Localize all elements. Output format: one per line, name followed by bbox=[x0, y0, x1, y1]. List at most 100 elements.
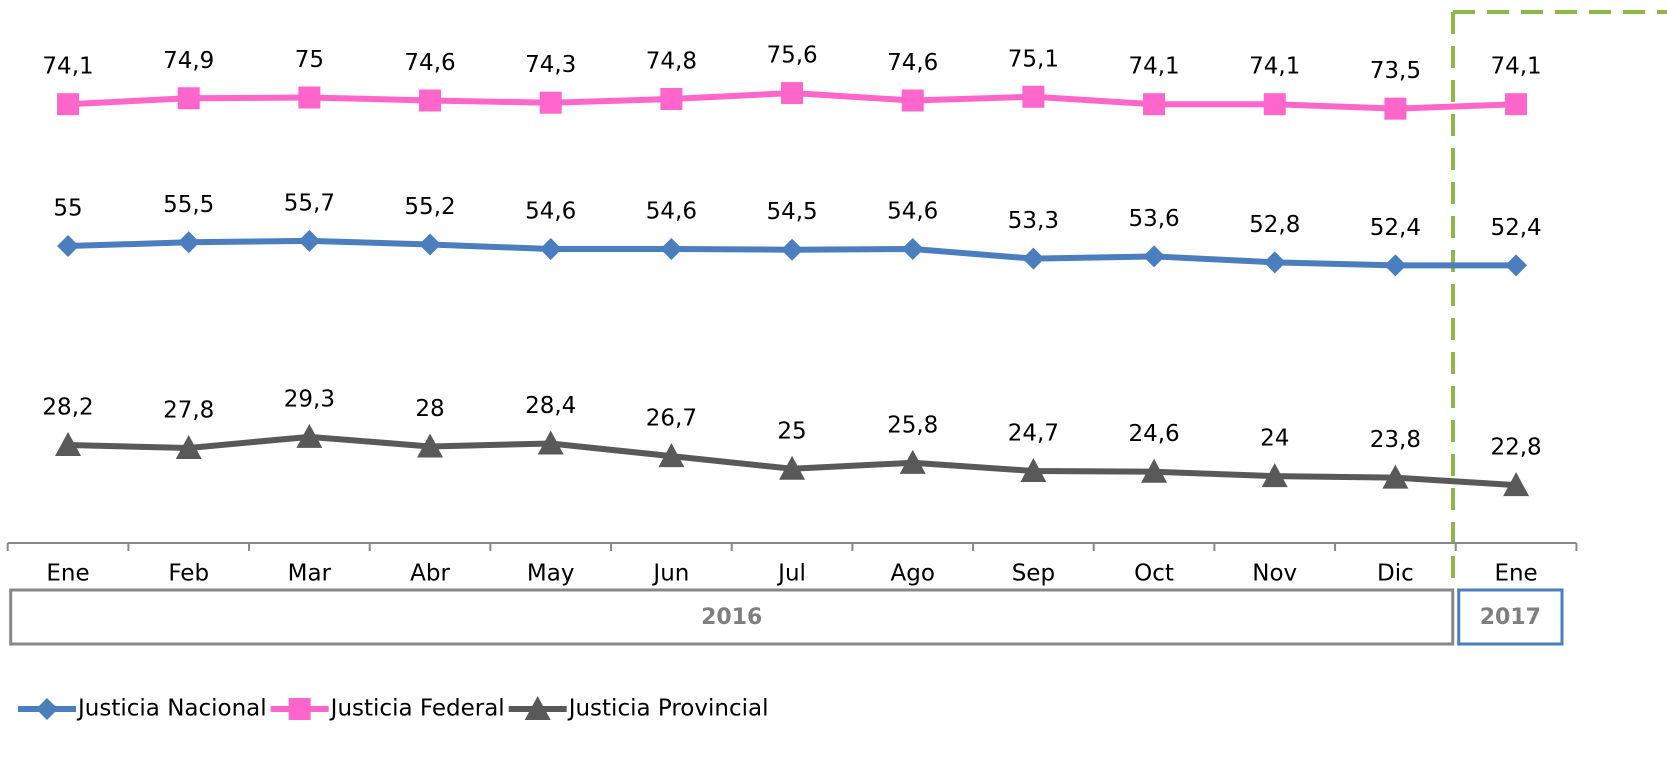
legend-label: Justicia Nacional bbox=[76, 696, 267, 722]
data-point bbox=[1505, 93, 1528, 116]
x-tick-label: Ene bbox=[46, 561, 89, 587]
data-point bbox=[1022, 85, 1045, 108]
data-point bbox=[1143, 245, 1166, 268]
x-tick-label: May bbox=[527, 561, 575, 587]
x-tick-label: Ago bbox=[891, 561, 935, 587]
group-box bbox=[1457, 588, 1564, 646]
legend-marker bbox=[36, 698, 58, 720]
data-label: 73,5 bbox=[1370, 58, 1421, 84]
data-label: 54,5 bbox=[766, 199, 817, 225]
data-label: 75,6 bbox=[766, 43, 817, 69]
data-label: 25,8 bbox=[887, 412, 938, 438]
data-point bbox=[1263, 93, 1286, 116]
data-point bbox=[419, 89, 442, 112]
x-tick-label: Sep bbox=[1012, 561, 1055, 587]
data-point bbox=[1384, 254, 1407, 277]
data-label: 74,1 bbox=[1249, 54, 1300, 80]
data-point bbox=[177, 231, 200, 254]
data-label: 27,8 bbox=[163, 397, 214, 423]
data-point bbox=[1261, 463, 1288, 488]
data-point bbox=[175, 434, 202, 459]
data-label: 29,3 bbox=[284, 386, 335, 412]
data-point bbox=[658, 443, 685, 468]
data-label: 52,4 bbox=[1370, 215, 1421, 241]
data-point bbox=[1022, 247, 1045, 270]
data-label: 25 bbox=[777, 418, 806, 444]
x-tick-label: Nov bbox=[1252, 561, 1297, 587]
x-tick-label: Oct bbox=[1134, 561, 1174, 587]
data-label: 52,8 bbox=[1249, 212, 1300, 238]
data-point bbox=[781, 82, 804, 105]
data-point bbox=[55, 431, 82, 456]
data-point bbox=[1384, 97, 1407, 120]
data-label: 22,8 bbox=[1490, 435, 1541, 461]
data-label: 24,7 bbox=[1008, 420, 1059, 446]
group-label: 2016 bbox=[701, 605, 762, 630]
data-point bbox=[419, 233, 442, 256]
data-point bbox=[1382, 464, 1409, 489]
data-point bbox=[537, 430, 564, 455]
data-label: 28 bbox=[415, 396, 444, 422]
x-tick-label: Feb bbox=[168, 561, 209, 587]
data-point bbox=[781, 238, 804, 261]
data-label: 23,8 bbox=[1370, 427, 1421, 453]
data-point bbox=[177, 87, 200, 110]
data-label: 52,4 bbox=[1490, 215, 1541, 241]
data-point bbox=[417, 433, 444, 458]
data-label: 74,1 bbox=[42, 54, 93, 80]
data-label: 53,3 bbox=[1008, 208, 1059, 234]
group-label: 2017 bbox=[1480, 605, 1541, 630]
group-box bbox=[9, 588, 1455, 646]
x-tick-label: Jul bbox=[776, 561, 806, 587]
legend-marker bbox=[288, 698, 311, 720]
data-point bbox=[1141, 458, 1168, 483]
data-label: 74,9 bbox=[163, 48, 214, 74]
data-point bbox=[660, 237, 683, 260]
data-label: 75 bbox=[295, 47, 324, 73]
data-label: 24,6 bbox=[1128, 421, 1179, 447]
data-label: 74,6 bbox=[404, 50, 455, 76]
x-tick-label: Dic bbox=[1377, 561, 1414, 587]
data-label: 74,6 bbox=[887, 50, 938, 76]
data-point bbox=[57, 235, 80, 258]
data-label: 74,1 bbox=[1490, 54, 1541, 80]
data-point bbox=[901, 237, 924, 260]
data-label: 75,1 bbox=[1008, 46, 1059, 72]
data-label: 55,2 bbox=[404, 194, 455, 220]
data-point bbox=[1505, 254, 1528, 277]
data-point bbox=[298, 86, 321, 109]
data-label: 54,6 bbox=[525, 198, 576, 224]
data-point bbox=[1143, 93, 1166, 116]
x-tick-label: Abr bbox=[410, 561, 450, 587]
x-tick-label: Mar bbox=[288, 561, 332, 587]
data-label: 55,5 bbox=[163, 192, 214, 218]
legend-label: Justicia Provincial bbox=[567, 696, 769, 722]
x-tick-label: Jun bbox=[651, 561, 689, 587]
data-point bbox=[57, 93, 80, 116]
data-label: 54,6 bbox=[887, 198, 938, 224]
legend-label: Justicia Federal bbox=[329, 696, 505, 722]
data-point bbox=[539, 237, 562, 260]
data-point bbox=[539, 91, 562, 114]
data-label: 55 bbox=[53, 196, 82, 222]
data-point bbox=[901, 89, 924, 112]
data-point bbox=[1503, 472, 1530, 497]
data-label: 54,6 bbox=[646, 198, 697, 224]
data-label: 55,7 bbox=[284, 190, 335, 216]
legend-marker bbox=[524, 696, 551, 720]
data-point bbox=[296, 423, 323, 448]
data-label: 26,7 bbox=[646, 406, 697, 432]
data-point bbox=[1263, 251, 1286, 274]
x-tick-label: Ene bbox=[1494, 561, 1537, 587]
data-label: 74,3 bbox=[525, 52, 576, 78]
data-label: 74,1 bbox=[1128, 54, 1179, 80]
data-label: 74,8 bbox=[646, 49, 697, 75]
data-label: 53,6 bbox=[1128, 206, 1179, 232]
data-label: 28,2 bbox=[42, 394, 93, 420]
data-point bbox=[660, 88, 683, 111]
data-point bbox=[298, 229, 321, 252]
data-point bbox=[899, 449, 926, 474]
data-label: 24 bbox=[1260, 426, 1289, 452]
data-point bbox=[779, 455, 806, 480]
